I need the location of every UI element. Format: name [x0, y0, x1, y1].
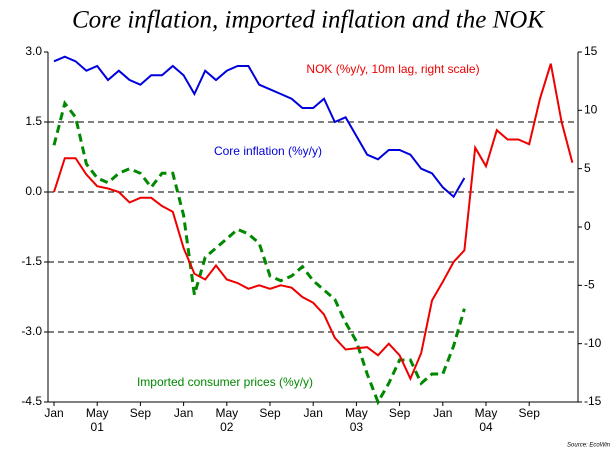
x-tick-label: Jan: [304, 406, 323, 420]
y2-tick-label: 15: [584, 44, 598, 58]
source: Source: EcoWin: [567, 443, 611, 449]
x-group-label: 04: [479, 420, 493, 434]
chart-title: Core inflation, imported inflation and t…: [72, 7, 545, 34]
x-group-label: 02: [220, 420, 234, 434]
x-tick-label: Jan: [174, 406, 193, 420]
series-label: Imported consumer prices (%y/y): [137, 375, 313, 389]
x-tick-label: Sep: [519, 406, 541, 420]
y-tick-label: -3.0: [21, 324, 42, 338]
x-tick-label: Jan: [433, 406, 452, 420]
x-tick-label: Jan: [44, 406, 63, 420]
y2-tick-label: 10: [584, 103, 598, 117]
series-line: [53, 55, 466, 199]
series-line: [52, 99, 466, 406]
x-tick-label: Sep: [259, 406, 281, 420]
y-tick-label: 3.0: [25, 44, 42, 58]
series-line: [53, 63, 574, 382]
x-group-label: 03: [350, 420, 364, 434]
x-tick-label: May: [215, 406, 238, 420]
y-tick-label: 1.5: [25, 114, 42, 128]
x-tick-label: May: [345, 406, 368, 420]
y-tick-label: 0.0: [25, 184, 42, 198]
y2-tick-label: -15: [584, 394, 602, 408]
x-tick-label: Sep: [389, 406, 411, 420]
series-label: Core inflation (%y/y): [214, 144, 322, 158]
y-tick-label: -4.5: [21, 394, 42, 408]
series-label: NOK (%y/y, 10m lag, right scale): [306, 62, 479, 76]
x-group-label: 01: [91, 420, 105, 434]
y-tick-label: -1.5: [21, 254, 42, 268]
y2-tick-label: 0: [584, 219, 591, 233]
x-tick-label: May: [86, 406, 109, 420]
x-tick-label: Sep: [130, 406, 152, 420]
y2-tick-label: -5: [584, 278, 595, 292]
y2-tick-label: -10: [584, 336, 602, 350]
y2-tick-label: 5: [584, 161, 591, 175]
x-tick-label: May: [475, 406, 498, 420]
